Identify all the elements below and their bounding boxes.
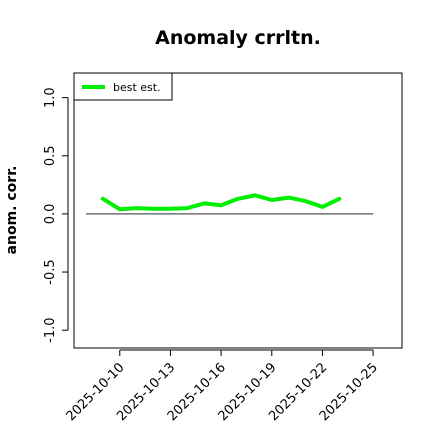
y-tick-label: 1.0 <box>43 87 58 108</box>
x-axis: 2025-10-102025-10-132025-10-162025-10-19… <box>64 349 381 424</box>
y-tick-label: -1.0 <box>43 317 58 342</box>
y-tick-label: 0.0 <box>43 204 58 225</box>
legend-label: best est. <box>113 81 161 94</box>
chart-title: Anomaly crrltn. <box>155 27 321 49</box>
y-tick-label: 0.5 <box>43 145 58 166</box>
y-tick-label: -0.5 <box>43 259 58 284</box>
plot-frame <box>73 72 403 349</box>
series-line-0 <box>100 193 342 212</box>
series-layer <box>100 193 342 212</box>
y-axis: -1.0 -0.5 0.0 0.5 1.0 <box>43 87 69 343</box>
y-axis-label: anom. corr. <box>4 166 20 255</box>
legend: best est. <box>73 72 173 101</box>
